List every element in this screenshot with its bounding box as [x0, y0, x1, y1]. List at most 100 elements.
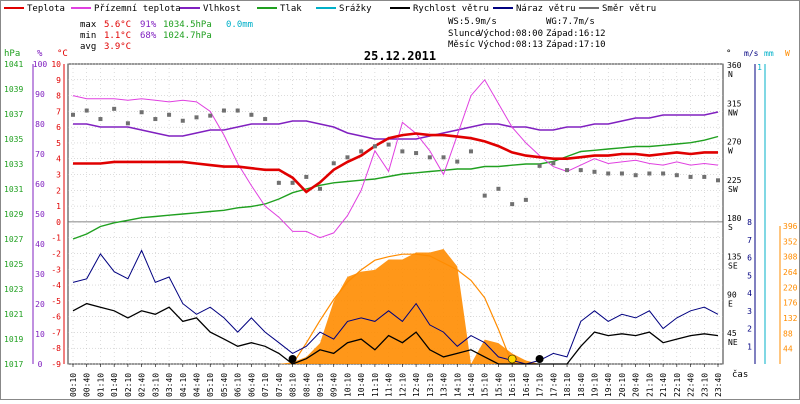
wind-direction-point-34 [537, 163, 542, 168]
pressure-line [72, 135, 719, 240]
humidity-tick-8: 20 [35, 300, 45, 309]
wind-direction-point-17 [304, 174, 309, 179]
humidity-tick-1: 90 [35, 90, 45, 99]
stats-max-label: max [80, 20, 97, 30]
wind-direction-point-14 [263, 117, 268, 122]
stats-min-hum: 68% [140, 31, 157, 41]
time-label-23: 11:40 [385, 373, 394, 397]
direction-tick-deg-6: 90 [727, 291, 737, 300]
stats-min-temp: 1.1°C [104, 31, 131, 41]
direction-tick-dir-7: NE [728, 338, 738, 347]
solar-tick-8: 44 [783, 345, 793, 354]
temperature-tick-7: 3 [56, 171, 61, 180]
temperature-tick-18: -8 [51, 344, 61, 353]
wind-speed-info: WS:5.9m/s [448, 17, 497, 27]
temperature-tick-12: -2 [51, 249, 61, 258]
temperature-tick-16: -6 [51, 313, 61, 322]
temperature-tick-0: 10 [51, 60, 61, 69]
direction-tick-dir-3: SW [728, 185, 738, 194]
wind-direction-point-20 [345, 155, 350, 160]
wind-direction-point-39 [606, 171, 611, 176]
wind-direction-point-15 [276, 180, 281, 185]
humidity-tick-0: 100 [33, 60, 48, 69]
wind-direction-point-30 [482, 193, 487, 198]
direction-tick-deg-5: 135 [727, 252, 742, 261]
time-label-47: 23:40 [714, 373, 723, 397]
direction-tick-dir-0: N [728, 70, 733, 79]
direction-unit: ° [726, 49, 731, 59]
stats-block: max 5.6°C 91% 1034.5hPa 0.0mm min 1.1°C … [80, 17, 606, 52]
stats-max-press: 1034.5hPa [163, 20, 212, 30]
temperature-tick-10: 0 [56, 218, 61, 227]
temperature-tick-3: 7 [56, 107, 61, 116]
wind-direction-point-6 [153, 117, 158, 122]
wind-direction-point-26 [427, 155, 432, 160]
legend-label-7: Směr větru [602, 4, 656, 14]
sun-rise: Východ:08:00 [478, 29, 543, 39]
moon-rise: Východ:08:13 [478, 40, 543, 50]
temperature-tick-8: 2 [56, 186, 61, 195]
solar-tick-5: 176 [783, 299, 798, 308]
wind-direction-point-0 [71, 112, 75, 117]
time-label-17: 08:40 [302, 373, 311, 397]
wind-direction-point-7 [167, 112, 172, 117]
wind-direction-point-21 [359, 149, 364, 154]
temperature-line [73, 132, 718, 194]
wind-gust-line [72, 249, 719, 365]
solar-tick-0: 396 [783, 222, 798, 231]
stats-min-label: min [80, 31, 96, 41]
time-label-44: 22:10 [673, 373, 682, 397]
time-label-9: 04:40 [193, 373, 202, 397]
direction-tick-deg-3: 225 [727, 176, 742, 185]
time-label-0: 00:10 [69, 373, 78, 397]
time-label-14: 07:10 [261, 373, 270, 397]
legend-label-5: Rychlost větru [413, 4, 489, 14]
wind-direction-point-5 [139, 110, 144, 115]
time-label-1: 00:40 [83, 373, 92, 397]
wind-tick-6: 2 [747, 325, 752, 334]
time-label-21: 10:40 [357, 373, 366, 397]
wind-direction-point-13 [249, 112, 254, 117]
legend-label-2: Vlhkost [203, 4, 241, 14]
pressure-tick-2: 1037 [4, 110, 23, 119]
direction-tick-dir-4: S [728, 223, 733, 232]
solar-tick-2: 308 [783, 253, 798, 262]
direction-tick-dir-5: SE [728, 261, 738, 270]
time-label-24: 12:10 [398, 373, 407, 397]
wind-direction-point-37 [578, 168, 583, 173]
moon-set: Západ:17:10 [546, 40, 606, 50]
time-label-39: 19:40 [604, 373, 613, 397]
legend-label-0: Teplota [27, 4, 65, 14]
wind-direction-point-38 [592, 169, 597, 174]
time-label-43: 21:40 [659, 373, 668, 397]
sun-label: Slunce [448, 29, 481, 39]
wind-direction-point-19 [331, 161, 336, 166]
stats-min-press: 1024.7hPa [163, 31, 212, 41]
legend-label-1: Přízemní teplota [94, 4, 181, 14]
time-label-7: 03:40 [165, 373, 174, 397]
solar-tick-4: 220 [783, 283, 798, 292]
time-label-28: 14:10 [453, 373, 462, 397]
wind-direction-point-18 [318, 186, 323, 191]
legend-label-3: Tlak [280, 4, 302, 14]
time-label-22: 11:10 [371, 373, 380, 397]
pressure-tick-0: 1041 [4, 60, 23, 69]
wind-direction-point-4 [125, 121, 130, 126]
direction-tick-dir-2: W [728, 147, 733, 156]
solar-unit: W [785, 49, 790, 58]
wind-direction-point-23 [386, 142, 391, 147]
wind-unit: m/s [744, 49, 759, 58]
pressure-tick-9: 1023 [4, 285, 23, 294]
humidity-line [73, 111, 719, 140]
pressure-tick-4: 1033 [4, 160, 23, 169]
wind-direction-point-31 [496, 186, 501, 191]
time-label-11: 05:40 [220, 373, 229, 397]
humidity-tick-7: 30 [35, 270, 45, 279]
temperature-tick-14: -4 [51, 281, 61, 290]
series-layer [71, 78, 720, 365]
stats-rain: 0.0mm [226, 20, 253, 30]
chart-title: 25.12.2011 [364, 49, 436, 63]
time-label-30: 15:10 [481, 373, 490, 397]
